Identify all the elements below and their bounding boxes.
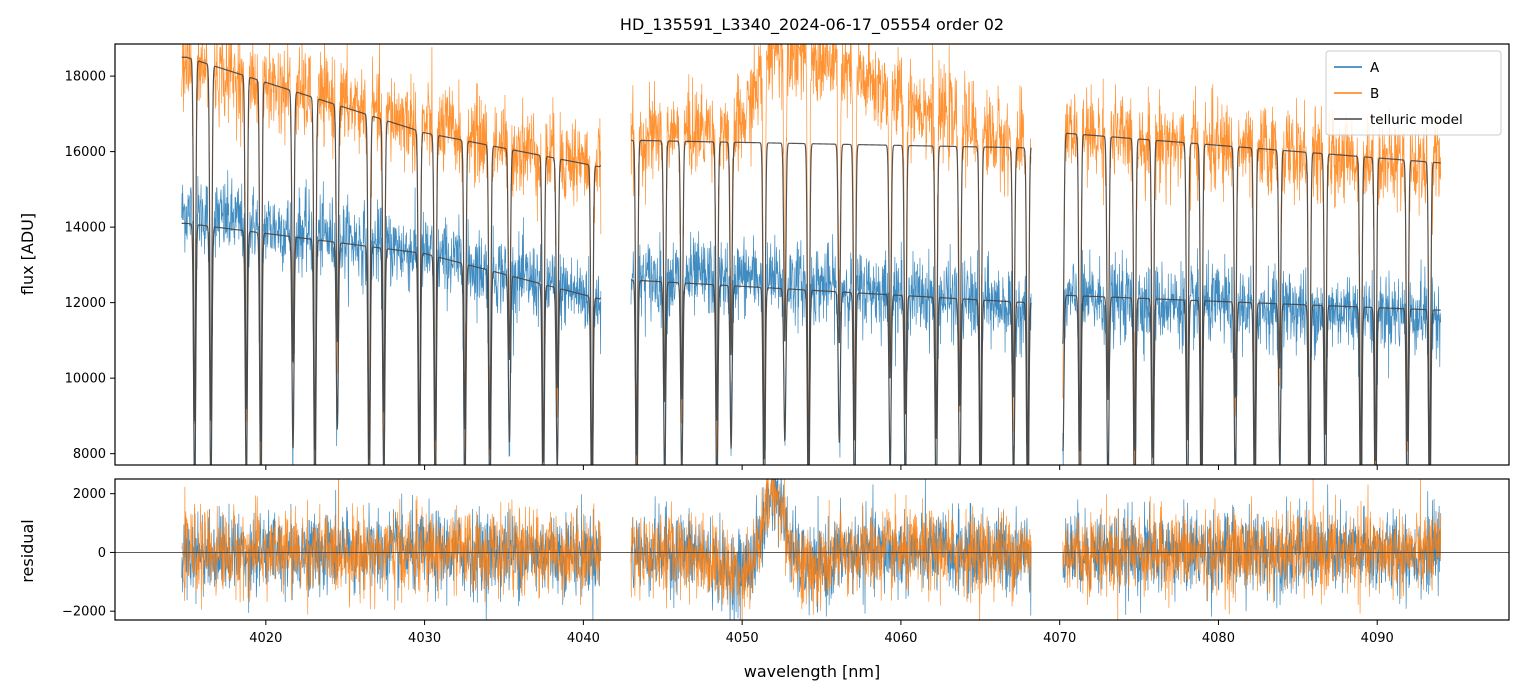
residual-y-tick-label: 0 (98, 546, 106, 561)
residual-x-tick-label: 4080 (1202, 631, 1235, 646)
residual-x-tick-label: 4030 (408, 631, 441, 646)
residual-axes-frame (114, 478, 1510, 621)
residual-y-tick-label: 2000 (73, 487, 106, 502)
chart-title: HD_135591_L3340_2024-06-17_05554 order 0… (620, 15, 1004, 35)
residual-b (181, 479, 1442, 620)
flux-y-axis-label: flux [ADU] (18, 213, 37, 295)
flux-panel: 8000 10000 12000 14000 16000 18000 flux [ADU]… (18, 43, 1510, 470)
flux-axes-frame (114, 43, 1510, 466)
legend-box (1325, 50, 1502, 136)
flux-y-tick-label: 12000 (65, 296, 106, 311)
residual-y-axis-label: residual (18, 519, 37, 582)
x-axis-label: wavelength [nm] (744, 662, 881, 681)
flux-y-tick-label: 8000 (73, 447, 106, 462)
residual-x-tick-label: 4040 (567, 631, 600, 646)
residual-x-tick-label: 4060 (884, 631, 917, 646)
residual-x-tick-label: 4050 (726, 631, 759, 646)
legend-entry-label: B (1370, 86, 1379, 102)
flux-y-tick-label: 18000 (65, 70, 106, 85)
residual-x-tick-label: 4070 (1043, 631, 1076, 646)
residual-x-tick-label: 4020 (249, 631, 282, 646)
residual-panel: −2000 0 2000 4020 4030 4040 4050 4060 4070 4080 4… (18, 478, 1510, 681)
telluric-model-a (181, 222, 1441, 465)
legend-entry-label: A (1370, 60, 1380, 76)
residual-y-tick-label: −2000 (62, 605, 106, 620)
residual-x-tick-label: 4090 (1361, 631, 1394, 646)
flux-y-tick-label: 16000 (65, 145, 106, 160)
flux-y-tick-label: 10000 (65, 372, 106, 387)
legend-entry-label: telluric model (1370, 112, 1463, 128)
telluric-model-b (181, 56, 1441, 465)
flux-y-tick-label: 14000 (65, 221, 106, 236)
